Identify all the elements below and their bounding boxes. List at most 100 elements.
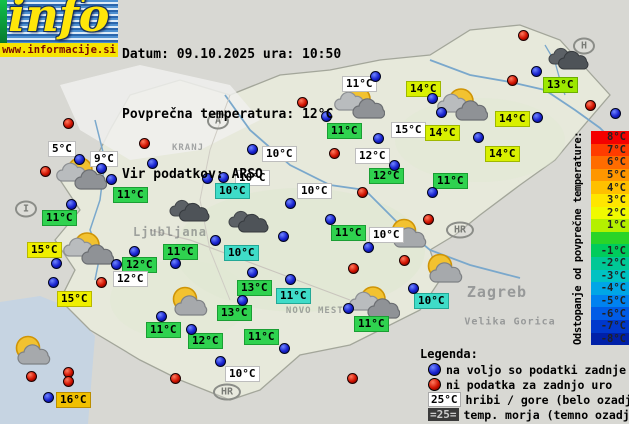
station-marker-red[interactable] xyxy=(297,97,308,108)
station-marker-blue[interactable] xyxy=(48,277,59,288)
station-marker-blue[interactable] xyxy=(373,133,384,144)
header-average-temperature: Povprečna temperatura: 12°C xyxy=(122,107,334,122)
station-marker-blue[interactable] xyxy=(285,274,296,285)
station-temperature-label: 13°C xyxy=(217,305,252,321)
station-marker-blue[interactable] xyxy=(66,199,77,210)
station-marker-red[interactable] xyxy=(139,138,150,149)
station-marker-blue[interactable] xyxy=(43,392,54,403)
station-marker-blue[interactable] xyxy=(321,111,332,122)
station-temperature-label: 15°C xyxy=(57,291,92,307)
station-marker-red[interactable] xyxy=(40,166,51,177)
station-temperature-label: 14°C xyxy=(495,111,530,127)
station-marker-red[interactable] xyxy=(329,148,340,159)
station-temperature-label: 12°C xyxy=(188,333,223,349)
station-marker-red[interactable] xyxy=(347,373,358,384)
station-marker-blue[interactable] xyxy=(51,258,62,269)
city-label: Ljubljana xyxy=(132,225,208,239)
station-marker-blue[interactable] xyxy=(237,295,248,306)
station-temperature-label: 10°C xyxy=(369,227,404,243)
scale-row: 5°C xyxy=(591,168,629,182)
scale-row: -5°C xyxy=(591,294,629,308)
station-marker-red[interactable] xyxy=(399,255,410,266)
station-marker-blue[interactable] xyxy=(531,66,542,77)
country-badge-hr: HR xyxy=(445,221,475,239)
station-marker-red[interactable] xyxy=(348,263,359,274)
station-marker-blue[interactable] xyxy=(129,246,140,257)
station-marker-blue[interactable] xyxy=(218,172,229,183)
station-marker-blue[interactable] xyxy=(427,93,438,104)
station-marker-blue[interactable] xyxy=(96,163,107,174)
city-label: KRANJ xyxy=(171,143,205,153)
station-temperature-label: 11°C xyxy=(163,244,198,260)
station-marker-red[interactable] xyxy=(518,30,529,41)
legend-item: na voljo so podatki zadnje ure xyxy=(420,362,629,377)
station-marker-blue[interactable] xyxy=(285,198,296,209)
logo-url-link[interactable]: www.informacije.si xyxy=(0,43,118,57)
legend-item: ni podatka za zadnjo uro xyxy=(420,377,629,392)
weather-icon-sun-cloud xyxy=(420,252,466,288)
logo-background: info xyxy=(0,0,118,43)
station-marker-blue[interactable] xyxy=(156,311,167,322)
legend-white-box-icon: 25°C xyxy=(428,392,461,407)
station-temperature-label: 12°C xyxy=(355,148,390,164)
scale-row: 3°C xyxy=(591,193,629,207)
station-marker-red[interactable] xyxy=(585,100,596,111)
station-temperature-label: 10°C xyxy=(215,183,250,199)
weather-icon-sun-cloud xyxy=(8,334,54,370)
legend-item-text: temp. morja (temno ozadje) xyxy=(463,407,629,422)
station-temperature-label: 15°C xyxy=(27,242,62,258)
header-date: Datum: 09.10.2025 ura: 10:50 xyxy=(122,47,342,62)
legend-red-dot-icon xyxy=(428,378,441,391)
temperature-deviation-scale: Odstopanje od povprečne temperature: 8°C… xyxy=(568,131,629,346)
station-marker-blue[interactable] xyxy=(532,112,543,123)
scale-row: 7°C xyxy=(591,143,629,157)
station-marker-red[interactable] xyxy=(170,373,181,384)
legend-item-text: ni podatka za zadnjo uro xyxy=(446,377,613,392)
station-temperature-label: 11°C xyxy=(433,173,468,189)
site-logo[interactable]: info www.informacije.si xyxy=(0,0,118,57)
station-marker-blue[interactable] xyxy=(408,283,419,294)
station-marker-blue[interactable] xyxy=(278,231,289,242)
legend-item: =25= temp. morja (temno ozadje) xyxy=(420,407,629,422)
station-marker-blue[interactable] xyxy=(202,173,213,184)
station-marker-red[interactable] xyxy=(507,75,518,86)
station-marker-blue[interactable] xyxy=(343,303,354,314)
station-temperature-label: 14°C xyxy=(425,125,460,141)
station-marker-blue[interactable] xyxy=(370,71,381,82)
scale-row: 1°C xyxy=(591,219,629,232)
station-temperature-label: 10°C xyxy=(297,183,332,199)
station-marker-blue[interactable] xyxy=(210,235,221,246)
station-marker-blue[interactable] xyxy=(111,259,122,270)
weather-icon-sun-clouds xyxy=(436,86,489,126)
station-marker-blue[interactable] xyxy=(247,144,258,155)
station-marker-red[interactable] xyxy=(26,371,37,382)
station-marker-red[interactable] xyxy=(423,214,434,225)
station-marker-blue[interactable] xyxy=(389,160,400,171)
station-marker-blue[interactable] xyxy=(610,108,621,119)
weather-icon-sun-clouds xyxy=(62,230,115,270)
station-marker-red[interactable] xyxy=(63,118,74,129)
station-temperature-label: 16°C xyxy=(56,392,91,408)
station-marker-blue[interactable] xyxy=(247,267,258,278)
station-temperature-label: 10°C xyxy=(225,366,260,382)
station-marker-blue[interactable] xyxy=(325,214,336,225)
station-marker-red[interactable] xyxy=(63,376,74,387)
station-marker-red[interactable] xyxy=(96,277,107,288)
station-marker-blue[interactable] xyxy=(74,154,85,165)
station-marker-blue[interactable] xyxy=(436,107,447,118)
station-marker-blue[interactable] xyxy=(427,187,438,198)
station-marker-blue[interactable] xyxy=(473,132,484,143)
scale-row: -8°C xyxy=(591,332,629,346)
station-marker-blue[interactable] xyxy=(279,343,290,354)
station-marker-blue[interactable] xyxy=(170,258,181,269)
legend-item: 25°C hribi / gore (belo ozadje) xyxy=(420,392,629,407)
station-marker-blue[interactable] xyxy=(215,356,226,367)
scale-row: 6°C xyxy=(591,156,629,169)
station-marker-blue[interactable] xyxy=(147,158,158,169)
station-temperature-label: 11°C xyxy=(327,123,362,139)
station-marker-blue[interactable] xyxy=(186,324,197,335)
station-marker-blue[interactable] xyxy=(363,242,374,253)
station-marker-red[interactable] xyxy=(357,187,368,198)
station-marker-blue[interactable] xyxy=(106,174,117,185)
